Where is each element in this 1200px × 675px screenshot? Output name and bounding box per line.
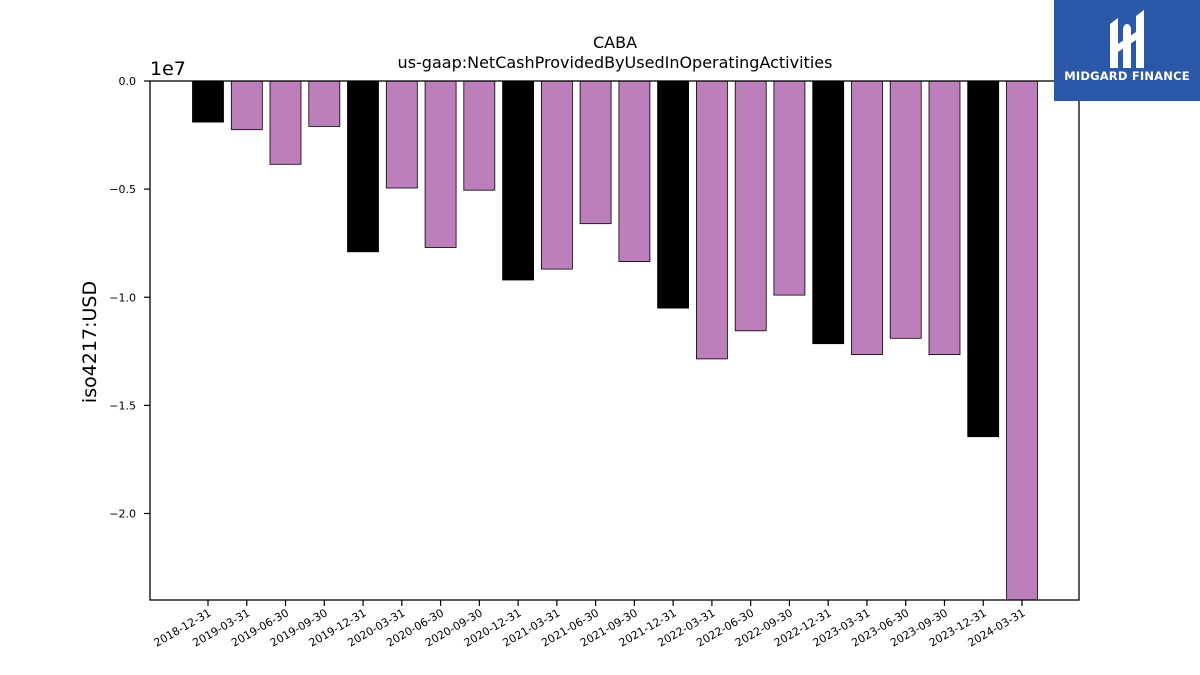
- bar-2019-09-30: [308, 80, 341, 127]
- bar-2018-12-31: [192, 80, 224, 123]
- y-tick-label: −0.5: [109, 183, 136, 196]
- y-tick-label: −1.0: [109, 291, 136, 304]
- bar-2022-06-30: [734, 80, 767, 332]
- y-tick-label: −1.5: [109, 399, 136, 412]
- y-tick-label: 0.0: [119, 75, 137, 88]
- midgard-finance-logo: MIDGARD FINANCE: [1054, 0, 1200, 101]
- bar-2024-03-31: [1006, 80, 1038, 601]
- bar-2020-12-31: [502, 80, 535, 281]
- bar-2022-12-31: [812, 80, 845, 345]
- bars-group: [192, 80, 1038, 601]
- bar-2021-06-30: [579, 80, 612, 225]
- bar-2020-09-30: [463, 80, 496, 191]
- midgard-logo-icon: [1110, 10, 1144, 68]
- y-axis-label: iso4217:USD: [79, 281, 101, 403]
- bar-2023-09-30: [928, 80, 961, 356]
- bar-2021-09-30: [618, 80, 651, 263]
- x-ticks-group: 2018-12-312019-03-312019-06-302019-09-30…: [152, 600, 1028, 650]
- bar-2019-12-31: [347, 80, 379, 253]
- y-tick-label: −2.0: [109, 508, 136, 521]
- chart-subtitle: us-gaap:NetCashProvidedByUsedInOperating…: [398, 53, 833, 72]
- bar-2022-03-31: [696, 80, 728, 360]
- plot-frame: [149, 80, 1080, 601]
- bar-2019-06-30: [269, 80, 302, 165]
- bar-2023-06-30: [889, 80, 922, 339]
- bar-2022-09-30: [773, 80, 806, 296]
- y-scale-label: 1e7: [150, 58, 186, 80]
- logo-text: MIDGARD FINANCE: [1064, 69, 1190, 83]
- bar-2020-06-30: [424, 80, 457, 248]
- bar-2023-12-31: [967, 80, 1000, 438]
- chart-title: CABA: [593, 33, 637, 52]
- bar-2023-03-31: [851, 80, 883, 356]
- bar-2020-03-31: [385, 80, 418, 189]
- bar-2021-12-31: [657, 80, 689, 309]
- bar-2019-03-31: [230, 80, 263, 131]
- y-ticks-group: 0.0 −0.5 −1.0 −1.5 −2.0: [109, 75, 150, 521]
- bar-2021-03-31: [541, 80, 573, 270]
